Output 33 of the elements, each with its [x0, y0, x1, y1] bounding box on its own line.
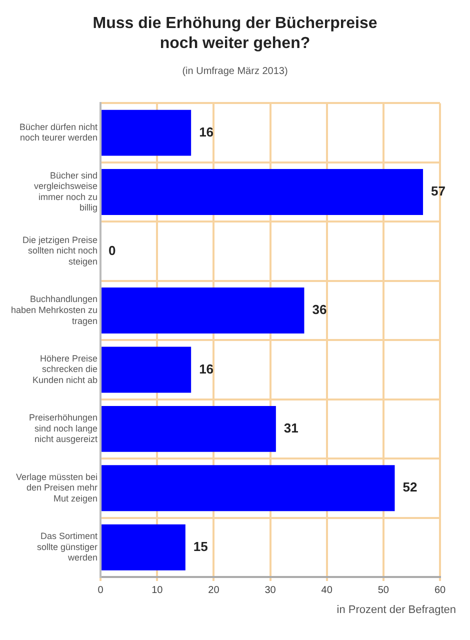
- chart-subtitle: (in Umfrage März 2013): [181, 66, 289, 77]
- y-tick-label: Das Sortiment sollte günstiger werden: [37, 531, 98, 563]
- data-label: 0: [108, 242, 116, 258]
- bar: [102, 346, 192, 393]
- bar: [102, 169, 424, 216]
- x-tick-label: 10: [152, 584, 164, 596]
- data-label: 15: [193, 538, 208, 554]
- x-tick-label: 30: [264, 584, 276, 596]
- data-label: 16: [199, 361, 214, 376]
- y-tick-label: Bücher dürfen nicht noch teurer werden: [20, 122, 98, 143]
- bar: [102, 524, 186, 570]
- y-tick-label: Die jetzigen Preise sollten nicht noch steigen: [22, 234, 98, 267]
- y-tick-label: Höhere Preise schrecken die Kunden nicht ab: [32, 353, 98, 385]
- data-label: 16: [199, 124, 214, 140]
- x-tick-label: 60: [434, 584, 446, 596]
- bar: [102, 465, 395, 512]
- x-tick-label: 0: [98, 584, 104, 596]
- chart-title: Muss die Erhöhung der Bücherpreise noch weiter gehen?: [92, 14, 378, 54]
- bar: [102, 288, 304, 334]
- bar: [102, 110, 192, 156]
- data-label: 52: [402, 480, 418, 495]
- y-tick-label: Bücher sind vergleichsweise immer noch zu billig: [34, 170, 98, 213]
- data-label: 31: [284, 420, 298, 436]
- data-label: 57: [431, 184, 446, 199]
- text: in Prozent der Befragten: [336, 604, 456, 616]
- y-tick-label: Buchhandlungen haben Mehrkosten zu tragen: [10, 294, 98, 326]
- y-tick-label: Verlage müssten bei den Preisen mehr Mut zeigen: [16, 472, 98, 504]
- bar: [102, 406, 276, 452]
- x-tick-label: 40: [321, 584, 333, 596]
- data-label: 36: [312, 302, 327, 318]
- x-tick-label: 50: [378, 584, 390, 596]
- x-tick-label: 20: [208, 584, 220, 596]
- y-tick-label: Preiserhöhungen sind noch lange nicht ausgereizt: [28, 412, 98, 444]
